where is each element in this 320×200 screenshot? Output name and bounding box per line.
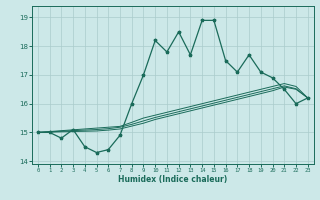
X-axis label: Humidex (Indice chaleur): Humidex (Indice chaleur) — [118, 175, 228, 184]
